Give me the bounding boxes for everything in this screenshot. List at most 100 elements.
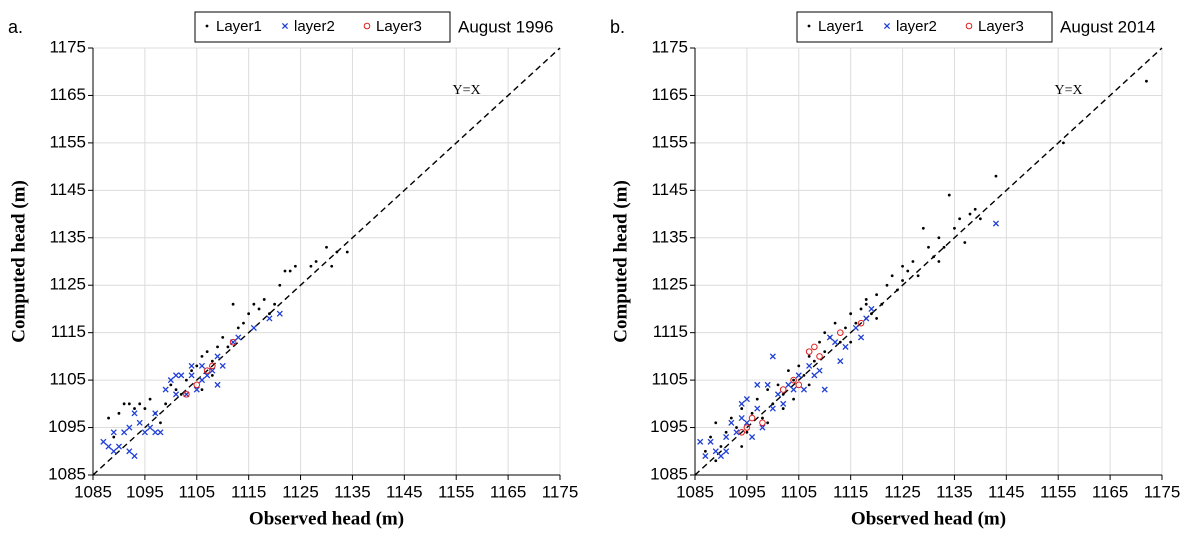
point [781, 392, 785, 396]
point [994, 174, 998, 178]
point [728, 419, 735, 426]
x-tick-label: 1095 [126, 482, 164, 501]
y-tick-label: 1085 [48, 464, 86, 483]
point [110, 429, 117, 436]
point [209, 362, 216, 370]
point [107, 416, 110, 420]
point [268, 312, 271, 316]
y-axis-label: Computed head (m) [610, 180, 631, 343]
point [807, 383, 811, 387]
point [143, 407, 147, 410]
point [717, 452, 725, 460]
point [792, 397, 795, 401]
legend-label: layer2 [294, 18, 335, 35]
point [885, 283, 889, 287]
point [769, 353, 776, 360]
y-tick-label: 1125 [49, 275, 86, 294]
point [252, 302, 256, 306]
point [745, 430, 749, 434]
point [942, 245, 946, 249]
point [875, 317, 879, 320]
point [148, 397, 152, 401]
point [844, 326, 847, 330]
point [122, 402, 126, 406]
panel: 1085 1095 1105 1115 1125 1135 1145 1155 1165 1175… [610, 11, 1180, 529]
point [836, 329, 844, 336]
reference-line [92, 47, 561, 476]
point [152, 410, 159, 417]
point [921, 226, 925, 230]
point [131, 410, 138, 417]
point [870, 312, 873, 316]
point [231, 302, 235, 306]
point [795, 381, 803, 389]
point [314, 260, 318, 263]
point [953, 226, 956, 230]
point [890, 274, 894, 278]
point [937, 236, 941, 240]
point [807, 354, 811, 358]
legend-marker [965, 22, 973, 30]
point [755, 397, 759, 401]
point [167, 377, 174, 384]
point [978, 217, 982, 221]
x-tick-label: 1145 [386, 482, 423, 501]
point [787, 369, 790, 373]
point [973, 207, 977, 211]
point [790, 376, 797, 384]
point [183, 391, 190, 398]
point [276, 310, 283, 317]
point [771, 402, 775, 406]
point [288, 269, 292, 273]
point [1062, 141, 1065, 145]
point [724, 430, 728, 434]
point [697, 438, 704, 445]
y-tick-label: 1095 [48, 417, 86, 436]
point [200, 388, 204, 391]
point [226, 345, 230, 349]
point [723, 448, 730, 455]
point [157, 429, 164, 436]
x-axis-label: Observed head (m) [249, 508, 404, 529]
point [172, 391, 180, 398]
point [790, 386, 797, 393]
point [235, 334, 242, 341]
point [826, 334, 833, 341]
point [136, 419, 143, 426]
point [759, 419, 766, 427]
x-tick-label: 1135 [334, 482, 371, 501]
point [937, 260, 941, 263]
point [776, 383, 780, 387]
point [138, 402, 142, 406]
point [345, 250, 349, 254]
reference-line [694, 47, 1163, 476]
point [754, 405, 761, 412]
x-tick-label: 1145 [988, 482, 1025, 501]
x-axis-label: Observed head (m) [851, 508, 1006, 529]
x-tick-label: 1165 [1092, 482, 1129, 501]
point [335, 250, 339, 254]
point [806, 362, 813, 369]
legend-box [194, 11, 451, 43]
x-tick-label: 1125 [282, 482, 319, 501]
point [221, 336, 225, 339]
point [159, 421, 162, 425]
point [743, 424, 751, 431]
point [821, 386, 828, 393]
point [266, 315, 273, 322]
point [738, 415, 745, 422]
point [895, 288, 899, 292]
point [198, 362, 206, 369]
point [112, 435, 116, 439]
point [750, 411, 754, 415]
panel-label: b. [610, 17, 625, 37]
point [293, 264, 297, 268]
point [131, 452, 138, 460]
point [162, 386, 169, 393]
point [141, 429, 148, 436]
point [115, 443, 123, 450]
point [126, 424, 133, 431]
point [779, 386, 787, 393]
point [802, 373, 806, 377]
chart-title: August 2014 [1060, 17, 1155, 36]
